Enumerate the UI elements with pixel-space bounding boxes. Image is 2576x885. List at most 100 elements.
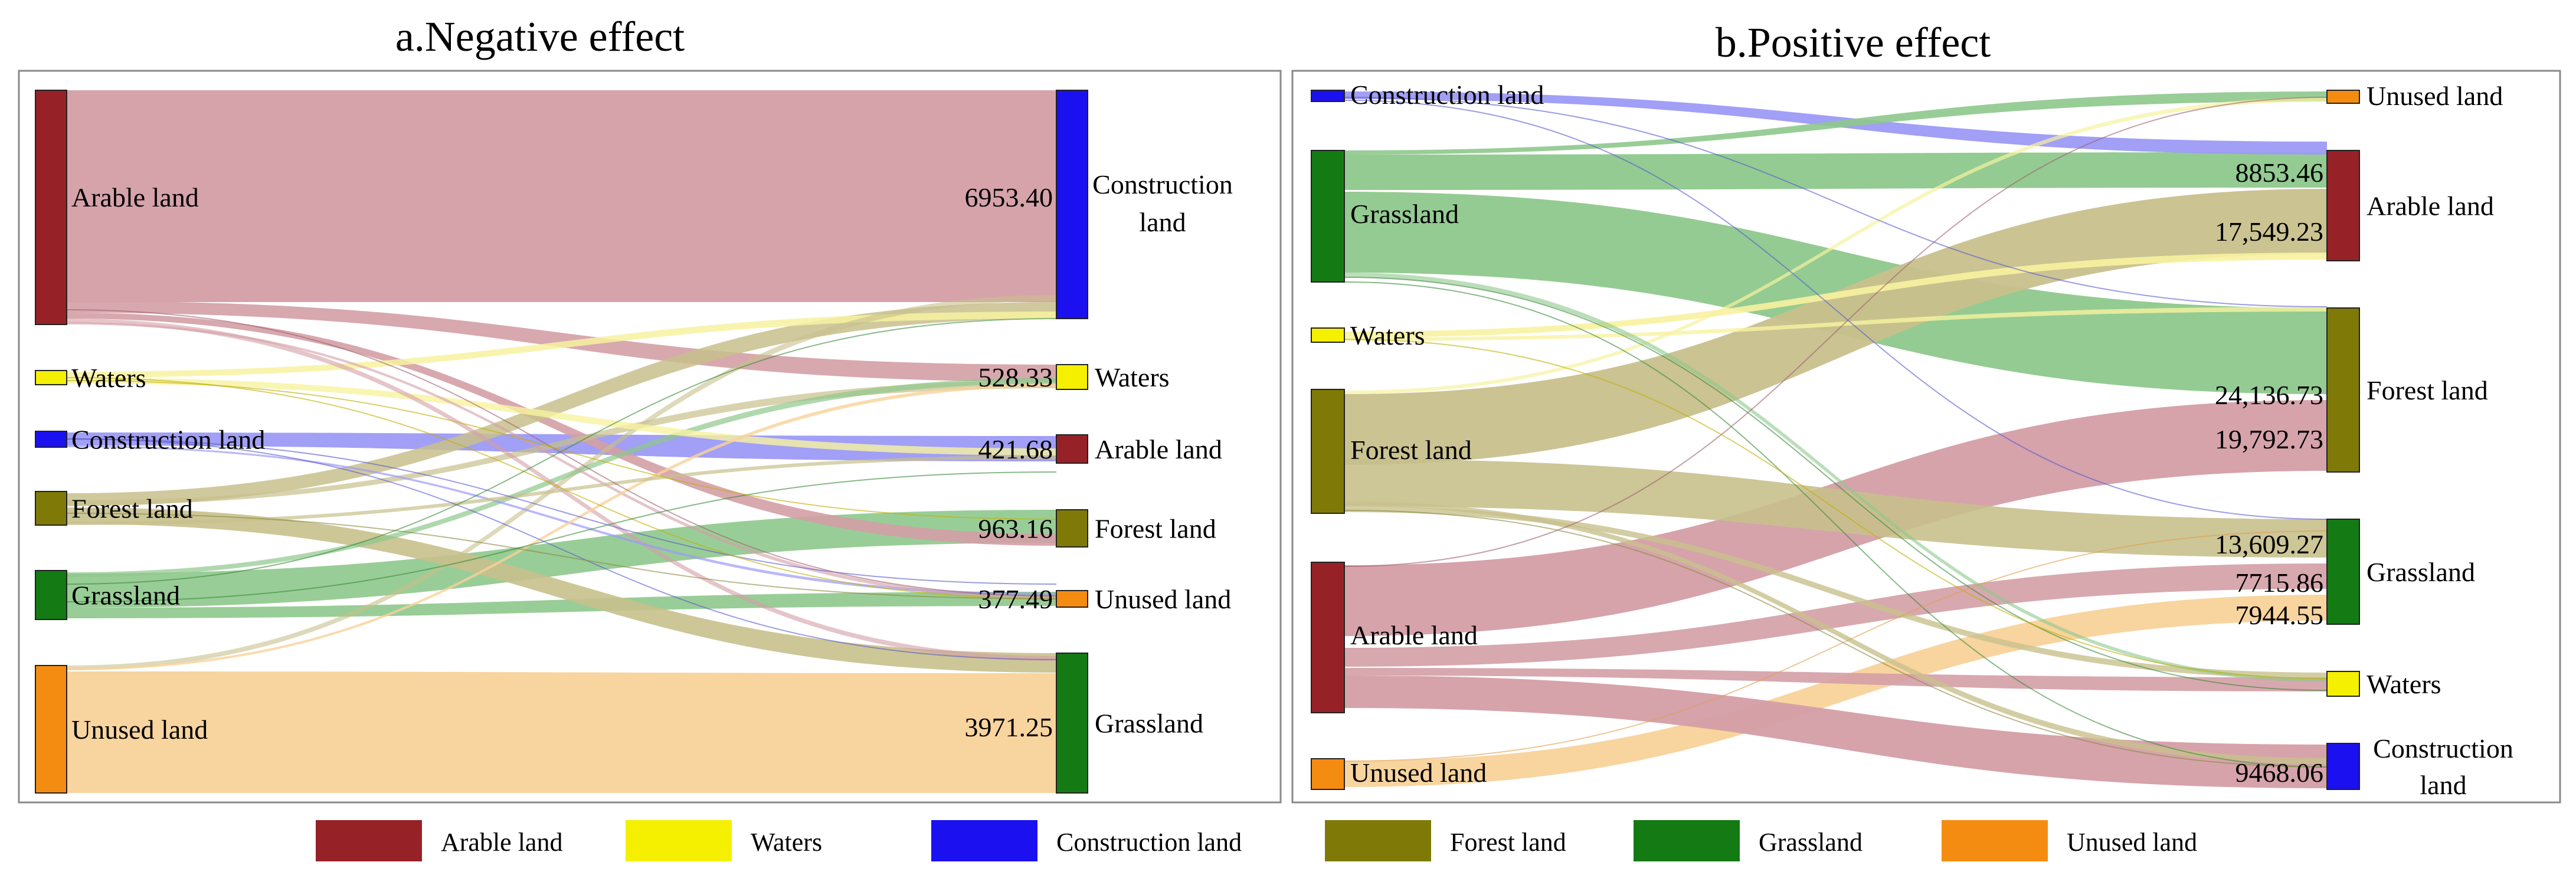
flow-a-value-waters: 528.33 xyxy=(978,362,1053,392)
flow-b-forest-to-waters xyxy=(1344,506,2327,678)
flow-a-grassland-to-forest xyxy=(67,510,1056,608)
flow-a-thin-line xyxy=(66,438,1057,660)
flow-a-grassland-to-waters xyxy=(67,378,1056,577)
node-b-left-label-arable: Arable land xyxy=(1350,620,1478,650)
flow-b-value-1: 17,549.23 xyxy=(2215,217,2323,247)
flow-a-value-forest: 963.16 xyxy=(978,514,1053,544)
node-a-left-label-unused: Unused land xyxy=(71,714,208,745)
flow-b-value-3: 19,792.73 xyxy=(2215,424,2323,454)
flow-b-thin-line xyxy=(1344,510,2328,768)
node-b-right-label-waters: Waters xyxy=(2366,669,2441,699)
flow-a-thin-line xyxy=(66,318,1057,585)
flow-b-arable-to-waters xyxy=(1344,668,2327,691)
node-b-left-grassland xyxy=(1311,150,1345,283)
flow-a-thin-line xyxy=(66,438,1057,585)
node-a-left-arable xyxy=(35,90,67,325)
panel-b-sankey: Construction land Grassland Waters Forest l… xyxy=(1311,80,2513,800)
node-b-right-label-construction-2: land xyxy=(2420,770,2466,800)
flow-a-unused-to-construction xyxy=(67,295,1056,670)
node-a-right-grassland xyxy=(1056,653,1088,794)
node-a-right-label-unused: Unused land xyxy=(1095,584,1231,614)
node-b-right-grassland xyxy=(2326,519,2360,625)
node-a-right-construction xyxy=(1056,90,1088,319)
legend-item-grassland: Grassland xyxy=(1634,820,1863,861)
node-b-left-label-waters: Waters xyxy=(1350,320,1425,350)
panel-b-title: b.Positive effect xyxy=(1716,19,1991,66)
flow-b-grassland-to-waters xyxy=(1344,273,2327,682)
node-b-right-waters xyxy=(2326,671,2360,697)
flow-b-thin-line xyxy=(1344,530,2328,762)
node-a-right-label-forest: Forest land xyxy=(1095,514,1216,544)
flow-a-unused-to-waters xyxy=(67,384,1056,670)
legend-swatch-unused xyxy=(1942,820,2048,861)
panel-a-title: a.Negative effect xyxy=(395,13,685,60)
flow-a-arable-to-forest xyxy=(67,313,1056,546)
node-a-left-label-grassland: Grassland xyxy=(71,581,180,611)
node-a-left-grassland xyxy=(35,570,67,620)
legend-label-unused: Unused land xyxy=(2067,828,2197,857)
legend-swatch-arable xyxy=(316,820,422,861)
legend-item-waters: Waters xyxy=(626,820,822,861)
flow-b-grassland-to-unused xyxy=(1344,91,2327,155)
node-b-right-label-forest: Forest land xyxy=(2366,375,2488,405)
node-b-right-label-unused: Unused land xyxy=(2366,81,2503,111)
node-a-right-label-construction: Construction xyxy=(1092,169,1233,199)
legend-item-forest: Forest land xyxy=(1325,820,1566,861)
legend-label-waters: Waters xyxy=(751,828,822,857)
flow-b-thin-line xyxy=(1344,100,2328,520)
node-a-right-label-construction-2: land xyxy=(1139,207,1186,237)
legend-item-construction: Construction land xyxy=(931,820,1242,861)
flow-a-waters-to-construction xyxy=(67,312,1056,378)
node-a-left-waters xyxy=(35,370,67,385)
flow-b-forest-to-arable xyxy=(1344,189,2327,465)
legend-swatch-grassland xyxy=(1634,820,1740,861)
flow-b-grassland-to-arable xyxy=(1344,152,2327,190)
legend-label-grassland: Grassland xyxy=(1759,828,1863,857)
node-a-right-arable xyxy=(1056,434,1088,464)
legend-label-construction: Construction land xyxy=(1056,828,1242,857)
legend-label-arable: Arable land xyxy=(441,828,562,857)
flow-b-value-6: 7944.55 xyxy=(2235,600,2324,630)
node-a-right-label-waters: Waters xyxy=(1095,362,1170,392)
node-b-left-label-construction: Construction land xyxy=(1350,80,1544,110)
legend-item-arable: Arable land xyxy=(316,820,562,861)
node-a-left-label-arable: Arable land xyxy=(71,182,199,212)
node-b-right-unused xyxy=(2326,90,2360,104)
flow-a-forest-to-waters xyxy=(67,381,1056,505)
flow-b-value-7: 9468.06 xyxy=(2235,758,2324,788)
flow-a-thin-line xyxy=(66,377,1057,599)
flow-a-value-grassland: 3971.25 xyxy=(965,712,1053,742)
flow-b-value-4: 13,609.27 xyxy=(2215,529,2323,559)
flow-b-value-2: 24,136.73 xyxy=(2215,380,2323,410)
node-b-right-construction xyxy=(2326,743,2360,790)
legend-item-unused: Unused land xyxy=(1942,820,2197,861)
node-b-left-forest xyxy=(1311,389,1345,514)
legend-swatch-forest xyxy=(1325,820,1431,861)
flow-a-forest-to-construction xyxy=(67,302,1056,506)
node-b-right-label-arable: Arable land xyxy=(2366,191,2494,221)
node-a-left-unused xyxy=(35,665,67,794)
node-b-left-label-unused: Unused land xyxy=(1350,758,1487,788)
flow-b-arable-to-grassland xyxy=(1344,563,2327,667)
node-b-left-unused xyxy=(1311,758,1345,790)
node-a-left-label-construction: Construction land xyxy=(71,425,265,455)
node-a-left-construction xyxy=(35,431,67,448)
flow-b-forest-to-unused xyxy=(1344,97,2327,394)
node-a-right-label-grassland: Grassland xyxy=(1095,709,1203,739)
flow-a-forest-to-grassland xyxy=(67,507,1056,673)
flow-a-waters-to-arable xyxy=(67,378,1056,455)
flow-a-arable-to-construction xyxy=(67,90,1056,302)
node-b-left-construction xyxy=(1311,90,1345,102)
node-b-left-waters xyxy=(1311,327,1345,343)
panel-a-sankey: Arable land Waters Construction land Forest… xyxy=(35,90,1233,794)
flow-a-grassland-to-unused xyxy=(67,592,1056,618)
node-b-left-label-grassland: Grassland xyxy=(1350,199,1459,229)
node-a-left-forest xyxy=(35,491,67,526)
flow-a-construction-to-arable xyxy=(67,432,1056,461)
panel-a-frame xyxy=(18,70,1282,804)
node-b-right-forest xyxy=(2326,307,2360,473)
flow-b-thin-line xyxy=(1344,339,2328,679)
flow-b-thin-line xyxy=(1344,281,2328,768)
node-a-right-waters xyxy=(1056,364,1088,390)
